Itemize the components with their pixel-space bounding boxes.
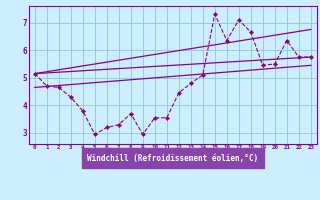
X-axis label: Windchill (Refroidissement éolien,°C): Windchill (Refroidissement éolien,°C) [87,154,258,163]
